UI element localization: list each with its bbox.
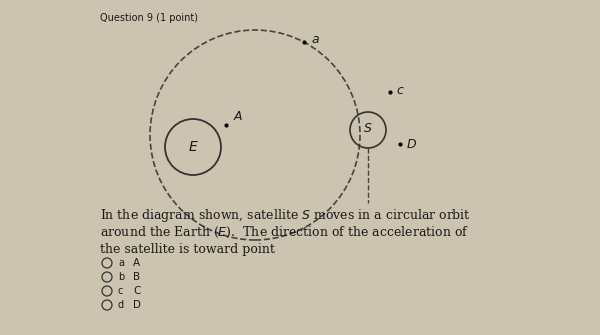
Text: D: D	[133, 300, 141, 310]
Text: d: d	[118, 300, 124, 310]
Text: c: c	[118, 286, 124, 296]
Text: $S$: $S$	[363, 123, 373, 135]
Text: the satellite is toward point: the satellite is toward point	[100, 243, 275, 256]
Text: Question 9 (1 point): Question 9 (1 point)	[100, 13, 198, 23]
Text: $a$: $a$	[311, 33, 320, 46]
Text: B: B	[133, 272, 140, 282]
Text: around the Earth ($E$).  The direction of the acceleration of: around the Earth ($E$). The direction of…	[100, 225, 469, 240]
Text: $A$: $A$	[233, 111, 244, 124]
Text: $D$: $D$	[406, 137, 417, 150]
Text: C: C	[133, 286, 140, 296]
Text: In the diagram shown, satellite $S$ moves in a circular orbit: In the diagram shown, satellite $S$ move…	[100, 207, 471, 224]
Text: b: b	[118, 272, 124, 282]
Text: $c$: $c$	[396, 83, 405, 96]
Text: $E$: $E$	[188, 140, 199, 154]
Text: A: A	[133, 258, 140, 268]
Text: a: a	[118, 258, 124, 268]
